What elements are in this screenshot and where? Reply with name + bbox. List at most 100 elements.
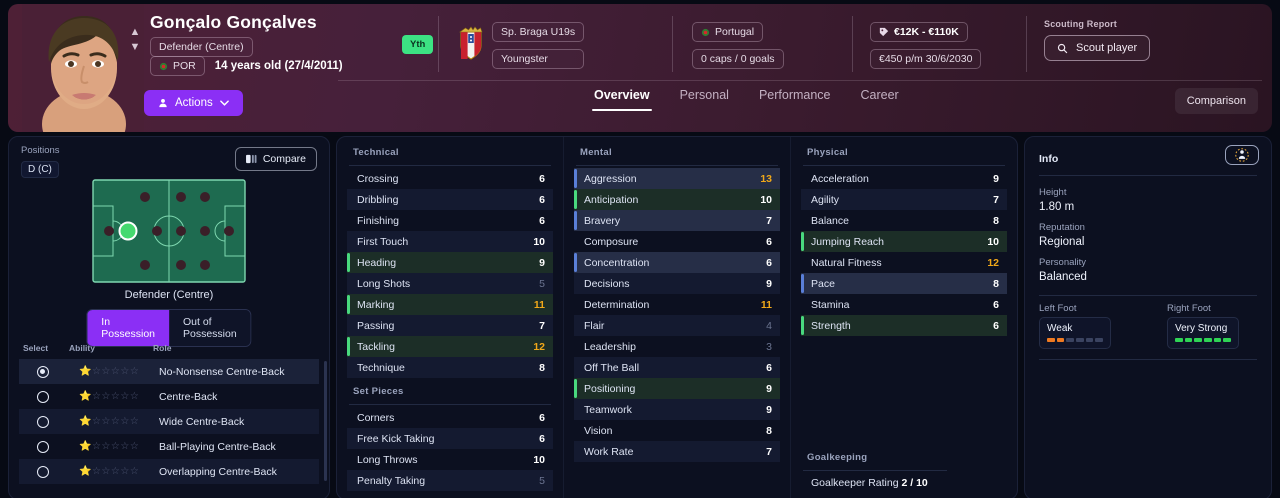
list-item[interactable]: ⭐☆☆☆☆☆ Overlapping Centre-Back (19, 459, 319, 484)
attribute-value: 8 (766, 424, 772, 437)
attribute-row: Strength 6 (801, 315, 1007, 336)
tab-career[interactable]: Career (860, 88, 899, 102)
toggle-in-possession[interactable]: In Possession (87, 310, 169, 346)
role-radio[interactable] (37, 440, 49, 453)
goalkeeper-rating-row: Goalkeeper Rating 2 / 10 (801, 473, 1007, 489)
attribute-name: Jumping Reach (811, 235, 884, 248)
foot-segment (1175, 338, 1183, 342)
attribute-name: Vision (584, 424, 613, 437)
attribute-value: 7 (993, 193, 999, 206)
right-foot-segments (1175, 338, 1232, 342)
player-profile-screen: ▲ ▼ Gonçalo Gonçalves Defender (Centre) … (0, 4, 1280, 498)
compare-button[interactable]: Compare (234, 147, 317, 171)
role-radio[interactable] (37, 390, 49, 403)
attribute-row: Acceleration 9 (801, 168, 1007, 189)
actions-button[interactable]: Actions (144, 90, 243, 116)
chevron-down-icon (219, 100, 229, 106)
player-name: Gonçalo Gonçalves (150, 12, 317, 32)
attribute-name: Finishing (357, 214, 400, 227)
roles-header-role: Role (153, 343, 172, 353)
attribute-row: Vision 8 (574, 420, 780, 441)
attribute-name: Pace (811, 277, 835, 290)
attribute-name: Strength (811, 319, 851, 332)
attribute-value: 7 (766, 214, 772, 227)
caps-goals-pill: 0 caps / 0 goals (692, 49, 784, 69)
role-relevance-bar (574, 190, 577, 209)
attribute-name: Teamwork (584, 403, 632, 416)
foot-segment (1223, 338, 1232, 342)
info-divider-bottom (1039, 359, 1257, 360)
header-divider-4 (1026, 16, 1027, 72)
attribute-value: 8 (539, 361, 545, 374)
role-radio[interactable] (37, 415, 49, 428)
reputation-label: Reputation (1039, 222, 1085, 233)
attribute-row: Long Shots 5 (347, 273, 553, 294)
role-radio[interactable] (37, 465, 49, 478)
positions-panel: Positions D (C) Compare (8, 136, 330, 498)
list-item[interactable]: ⭐☆☆☆☆☆ Wide Centre-Back (19, 409, 319, 434)
next-player-icon[interactable]: ▼ (129, 41, 141, 53)
role-relevance-bar (801, 316, 804, 335)
foot-segment (1066, 338, 1075, 342)
club-status-pill: Youngster (492, 49, 585, 69)
left-foot-segments (1047, 338, 1104, 342)
player-nav-arrows[interactable]: ▲ ▼ (126, 26, 144, 53)
tab-overview[interactable]: Overview (592, 82, 652, 111)
roles-list[interactable]: ⭐☆☆☆☆☆ No-Nonsense Centre-Back ⭐☆☆☆☆☆ Ce… (19, 359, 319, 495)
role-radio[interactable] (37, 365, 49, 378)
attribute-analysis-button[interactable] (1225, 145, 1259, 165)
attribute-value: 11 (760, 298, 772, 311)
info-title: Info (1039, 153, 1059, 165)
attribute-name: Long Throws (357, 453, 418, 466)
possession-toggle[interactable]: In Possession Out of Possession (86, 309, 252, 347)
nationality-code: POR (173, 60, 196, 72)
scout-player-button[interactable]: Scout player (1044, 35, 1151, 61)
attribute-value: 5 (539, 277, 545, 290)
attribute-row: Natural Fitness 12 (801, 252, 1007, 273)
attribute-name: Composure (584, 235, 639, 248)
player-position-row: Defender (Centre) (150, 37, 253, 57)
tab-performance[interactable]: Performance (758, 88, 831, 102)
attribute-row: Flair 4 (574, 315, 780, 336)
attribute-name: Flair (584, 319, 605, 332)
foot-segment (1047, 338, 1055, 342)
foot-segment (1085, 338, 1094, 342)
mental-title: Mental (580, 147, 612, 158)
attribute-name: Passing (357, 319, 395, 332)
toggle-out-of-possession[interactable]: Out of Possession (168, 310, 251, 346)
attribute-row: Jumping Reach 10 (801, 231, 1007, 252)
left-foot-value: Weak (1047, 323, 1073, 334)
right-foot-field: Right Foot Very Strong (1167, 303, 1239, 349)
list-item[interactable]: ⭐☆☆☆☆☆ No-Nonsense Centre-Back (19, 359, 319, 384)
player-header: ▲ ▼ Gonçalo Gonçalves Defender (Centre) … (8, 4, 1272, 132)
role-name: Centre-Back (159, 390, 218, 403)
attribute-value: 6 (993, 319, 999, 332)
mental-column: Mental Aggression 13 Anticipation 10 Brave… (563, 137, 790, 498)
right-foot-box: Very Strong (1167, 317, 1239, 349)
position-pill: Defender (Centre) (150, 37, 253, 57)
list-item[interactable]: ⭐☆☆☆☆☆ Ball-Playing Centre-Back (19, 434, 319, 459)
attribute-value: 5 (539, 474, 545, 487)
attribute-value: 8 (993, 214, 999, 227)
attribute-name: Bravery (584, 214, 621, 227)
roles-header-ability: Ability (69, 343, 95, 353)
comparison-button[interactable]: Comparison (1174, 88, 1258, 114)
attribute-name: Off The Ball (584, 361, 640, 374)
player-value-pill: €12K - €110K (870, 22, 968, 42)
attribute-value: 6 (993, 298, 999, 311)
attribute-name: Acceleration (811, 172, 869, 185)
wage-contract-pill: €450 p/m 30/6/2030 (870, 49, 982, 69)
prev-player-icon[interactable]: ▲ (129, 26, 141, 38)
attribute-value: 4 (766, 319, 772, 332)
pitch-diagram[interactable] (9, 179, 329, 283)
attribute-value: 6 (539, 172, 545, 185)
tab-personal[interactable]: Personal (679, 88, 729, 102)
attribute-name: First Touch (357, 235, 409, 248)
list-item[interactable]: ⭐☆☆☆☆☆ Centre-Back (19, 384, 319, 409)
height-label: Height (1039, 187, 1067, 198)
attribute-value: 9 (993, 172, 999, 185)
right-foot-value: Very Strong (1175, 323, 1228, 334)
role-relevance-bar (574, 379, 577, 398)
value-group: €12K - €110K €450 p/m 30/6/2030 (870, 22, 982, 69)
roles-scrollbar[interactable] (324, 361, 327, 481)
